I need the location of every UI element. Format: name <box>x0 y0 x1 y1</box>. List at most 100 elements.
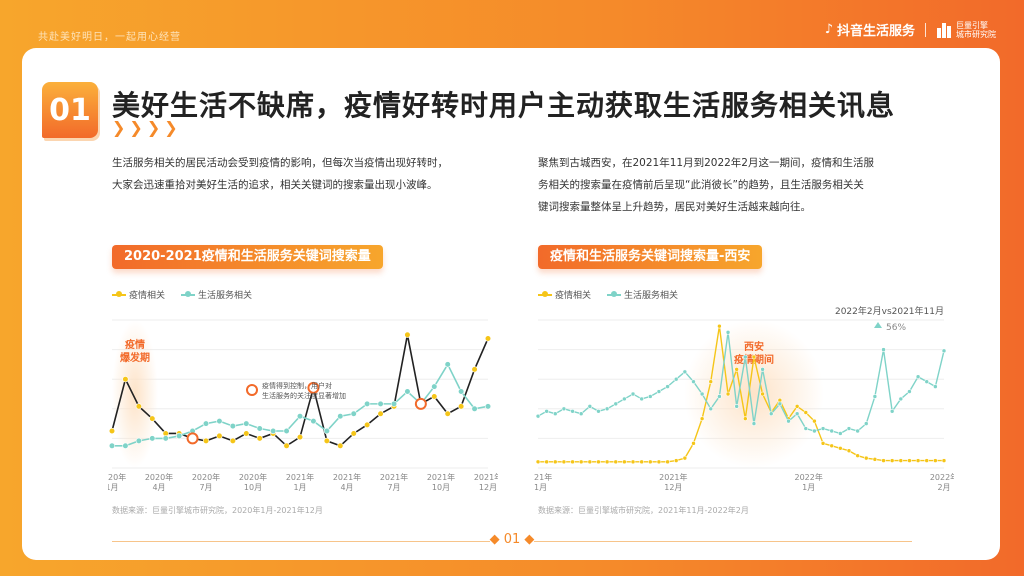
city-building-icon <box>937 22 951 38</box>
ocean-engine-logo: 巨量引擎 城市研究院 <box>936 21 996 39</box>
x-tick-label: 1月 <box>802 483 815 492</box>
chart1-plot: 疫情爆发期2020年1月2020年4月2020年7月2020年10月2021年1… <box>108 319 498 492</box>
data-point-life <box>829 428 835 434</box>
shade-label: 西安 <box>744 340 764 353</box>
data-point-epidemic <box>108 427 116 435</box>
data-point-life <box>924 379 930 384</box>
data-point-life <box>149 435 156 442</box>
data-point-epidemic <box>431 393 438 400</box>
x-tick-label: 1月 <box>293 483 306 492</box>
data-point-life <box>578 411 584 417</box>
chevron-right-icon: ❯ <box>146 118 161 137</box>
data-point-life <box>471 405 478 412</box>
data-point-epidemic <box>829 443 835 449</box>
data-point-epidemic <box>604 459 610 465</box>
data-point-epidemic <box>682 455 688 461</box>
x-tick-label: 10月 <box>244 483 262 492</box>
data-point-epidemic <box>122 376 129 383</box>
data-point-life <box>812 428 817 434</box>
data-point-life <box>587 404 593 409</box>
data-point-life <box>310 418 317 425</box>
data-point-life <box>216 418 223 425</box>
chart1-title: 2020-2021疫情和生活服务关键词搜索量 <box>112 245 383 269</box>
data-point-epidemic <box>855 453 860 458</box>
data-point-life <box>639 396 644 402</box>
x-tick-label: 7月 <box>199 483 212 492</box>
section-number: 01 <box>42 82 98 138</box>
data-point-epidemic <box>570 459 575 465</box>
annotation-text: 生活服务的关注度显著增加 <box>262 391 346 400</box>
x-tick-label: 4月 <box>152 483 165 492</box>
data-point-life <box>803 426 809 431</box>
data-point-epidemic <box>229 437 236 444</box>
data-point-life <box>296 413 304 420</box>
data-point-epidemic <box>665 459 670 465</box>
chart1-legend: 疫情相关 生活服务相关 <box>112 288 252 301</box>
data-point-epidemic <box>760 391 765 397</box>
data-point-epidemic <box>243 430 250 437</box>
data-point-epidemic <box>630 459 636 465</box>
highlight-circle <box>186 432 199 445</box>
compare-value: 56% <box>886 323 906 333</box>
data-point-epidemic <box>863 455 869 461</box>
x-tick-label: 2021年 <box>333 472 361 482</box>
data-point-life <box>561 406 567 412</box>
data-point-epidemic <box>838 445 843 451</box>
x-tick-label: 2021年 <box>427 472 455 482</box>
data-point-epidemic <box>725 391 731 397</box>
x-tick-label: 11月 <box>534 483 547 492</box>
brand-sub-line2: 城市研究院 <box>956 29 996 39</box>
x-tick-label: 2021年 <box>534 472 552 482</box>
data-point-life <box>270 427 277 435</box>
douyin-note-icon: ♪ <box>824 22 833 37</box>
data-point-epidemic <box>803 410 809 415</box>
chevron-right-icon: ❯ <box>112 118 126 137</box>
douyin-logo: ♪ 抖音生活服务 <box>825 20 915 39</box>
data-point-epidemic <box>471 366 478 373</box>
x-tick-label: 12月 <box>664 483 682 492</box>
x-tick-label: 1月 <box>108 483 119 492</box>
paragraph-right-line: 聚焦到古城西安，在2021年11月到2022年2月这一期间，疫情和生活服 <box>538 157 874 169</box>
data-point-life <box>725 330 731 335</box>
footer-divider-left <box>112 541 490 542</box>
data-point-epidemic <box>578 459 584 465</box>
data-point-life <box>691 379 696 384</box>
chevron-right-icon: ❯ <box>164 118 178 137</box>
data-point-life <box>708 406 714 412</box>
data-point-life <box>431 383 438 390</box>
legend-life-label: 生活服务相关 <box>624 291 679 301</box>
data-point-life <box>108 442 116 449</box>
data-point-life <box>458 388 465 395</box>
data-point-epidemic <box>639 459 644 465</box>
data-point-epidemic <box>743 416 748 421</box>
data-point-epidemic <box>673 458 679 463</box>
x-tick-label: 12月 <box>479 483 497 492</box>
data-point-life <box>484 403 492 410</box>
x-tick-label: 2020年 <box>108 472 126 482</box>
data-point-life <box>872 394 878 399</box>
data-point-epidemic <box>907 458 912 463</box>
highlight-circle <box>414 397 427 410</box>
data-point-life <box>915 374 921 380</box>
data-point-life <box>202 420 210 427</box>
data-point-life <box>630 391 636 397</box>
x-tick-label: 4月 <box>340 483 353 492</box>
legend-life: 生活服务相关 <box>607 288 678 301</box>
shade-label: 疫情 <box>125 338 145 351</box>
x-tick-label: 2020年 <box>192 472 220 482</box>
data-point-life <box>682 369 688 375</box>
data-point-life <box>768 411 774 417</box>
data-point-life <box>256 425 263 432</box>
data-point-life <box>820 426 826 431</box>
data-point-epidemic <box>202 437 210 444</box>
data-point-life <box>699 391 705 397</box>
data-point-epidemic <box>656 459 662 465</box>
legend-epidemic-label: 疫情相关 <box>555 291 592 301</box>
chart2-title: 疫情和生活服务关键词搜索量-西安 <box>538 245 763 269</box>
x-tick-label: 2021年 <box>659 472 687 482</box>
data-point-life <box>570 408 575 414</box>
chart1-source: 数据来源：巨量引擎城市研究院，2020年1月-2021年12月 <box>112 506 323 515</box>
data-point-epidemic <box>915 458 921 463</box>
data-point-life <box>838 431 843 436</box>
chart2-plot: 西安疫情期间2021年11月2021年12月2022年1月2022年2月2022… <box>534 305 954 492</box>
